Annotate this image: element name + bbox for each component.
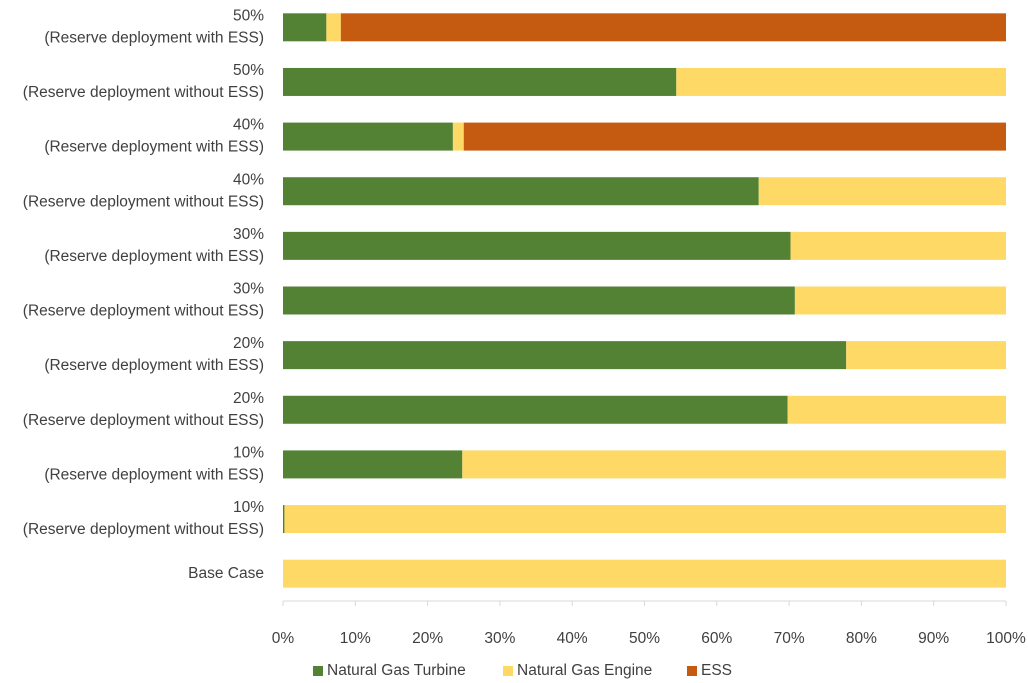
bar-segment — [340, 13, 1007, 42]
bar-segment — [787, 395, 1006, 424]
category-label: (Reserve deployment with ESS) — [44, 357, 264, 374]
bar-segment — [790, 231, 1006, 260]
category-label: 10% — [233, 445, 264, 462]
x-axis-ticks: 0% 10% 20% 30% 40% 50% 60% 70% 80% 90% 100% — [272, 601, 1026, 647]
bar-segment — [283, 122, 453, 151]
x-tick-label: 70% — [774, 630, 805, 647]
bar-segment — [463, 122, 1006, 151]
bar-segment — [846, 341, 1006, 370]
category-label: 20% — [233, 335, 264, 352]
bar-segment — [452, 122, 464, 151]
legend-swatch — [313, 666, 323, 676]
category-label: (Reserve deployment with ESS) — [44, 467, 264, 484]
bar-segment — [283, 231, 791, 260]
category-label: (Reserve deployment without ESS) — [23, 84, 264, 101]
category-label: (Reserve deployment without ESS) — [23, 412, 264, 429]
legend-swatch — [503, 666, 513, 676]
bar-segment — [283, 450, 463, 479]
category-label: (Reserve deployment with ESS) — [44, 248, 264, 265]
legend-swatch — [687, 666, 697, 676]
bar-segment — [283, 286, 795, 315]
bar-segment — [283, 395, 788, 424]
x-tick-label: 10% — [340, 630, 371, 647]
category-label: (Reserve deployment with ESS) — [44, 29, 264, 46]
category-labels: 50% (Reserve deployment with ESS) 50% (Rese… — [23, 7, 264, 581]
x-tick-label: 60% — [701, 630, 732, 647]
bar-segment — [283, 559, 1006, 588]
bar-segment — [283, 177, 759, 206]
category-label: (Reserve deployment with ESS) — [44, 139, 264, 156]
legend-label: Natural Gas Engine — [517, 662, 652, 679]
category-label: 40% — [233, 171, 264, 188]
category-label: (Reserve deployment without ESS) — [23, 521, 264, 538]
x-tick-label: 20% — [412, 630, 443, 647]
category-label: 40% — [233, 117, 264, 134]
category-label: 50% — [233, 62, 264, 79]
category-label: 50% — [233, 7, 264, 24]
category-label: (Reserve deployment without ESS) — [23, 193, 264, 210]
bar-segment — [283, 67, 677, 96]
bar-segment — [283, 505, 285, 534]
category-label: 30% — [233, 281, 264, 298]
category-label: (Reserve deployment without ESS) — [23, 303, 264, 320]
legend-label: Natural Gas Turbine — [327, 662, 466, 679]
bar-segment — [283, 341, 847, 370]
bar-segment — [758, 177, 1006, 206]
legend: Natural Gas Turbine Natural Gas Engine ESS — [313, 662, 732, 679]
category-label: 10% — [233, 499, 264, 516]
x-tick-label: 50% — [629, 630, 660, 647]
bar-segment — [794, 286, 1006, 315]
bar-segment — [326, 13, 341, 42]
bar-segment — [283, 13, 327, 42]
x-tick-label: 0% — [272, 630, 295, 647]
category-label: 20% — [233, 390, 264, 407]
bar-segment — [676, 67, 1006, 96]
bar-segment — [462, 450, 1007, 479]
category-label: 30% — [233, 226, 264, 243]
x-tick-label: 90% — [918, 630, 949, 647]
bar-segment — [284, 505, 1006, 534]
x-tick-label: 30% — [484, 630, 515, 647]
x-tick-label: 40% — [557, 630, 588, 647]
bars-layer — [283, 13, 1007, 588]
x-tick-label: 80% — [846, 630, 877, 647]
x-tick-label: 100% — [986, 630, 1026, 647]
legend-label: ESS — [701, 662, 732, 679]
category-label: Base Case — [188, 565, 264, 582]
